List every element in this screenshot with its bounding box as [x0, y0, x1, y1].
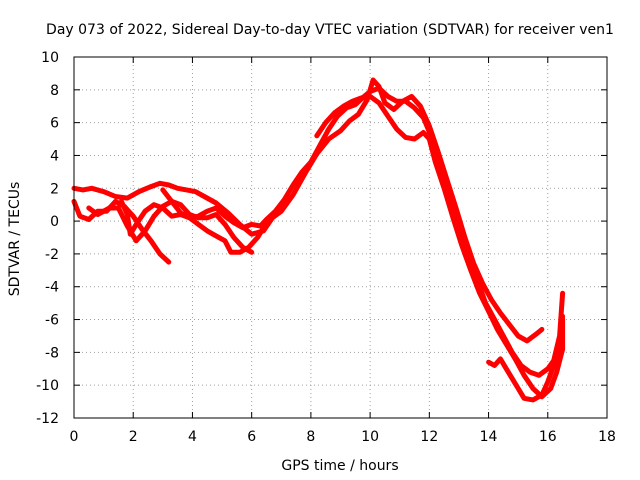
y-tick-labels: -12 -10 -8 -6 -4 -2 0 2 4 6 8 10	[36, 50, 59, 427]
y-tick-label: -8	[45, 345, 59, 361]
x-tick-labels: 0 2 4 6 8 10 12 14 16 18	[70, 429, 616, 445]
series-trace-f	[314, 93, 566, 400]
plot-frame	[73, 56, 608, 419]
x-tick-label: 16	[539, 429, 557, 445]
chart-title: Day 073 of 2022, Sidereal Day-to-day VTE…	[46, 22, 614, 38]
x-tick-label: 12	[420, 429, 438, 445]
series-trace-d	[118, 198, 275, 255]
y-tick-label: 10	[41, 50, 59, 66]
x-tick-label: 2	[129, 429, 138, 445]
series-trace-g	[486, 313, 566, 403]
y-tick-label: -12	[36, 411, 59, 427]
y-tick-label: 2	[50, 181, 59, 197]
x-tick-label: 14	[480, 429, 498, 445]
x-tick-label: 0	[70, 429, 79, 445]
x-axis-label: GPS time / hours	[281, 458, 398, 474]
x-tick-label: 4	[188, 429, 197, 445]
y-tick-label: 0	[50, 214, 59, 230]
x-tick-label: 10	[361, 429, 379, 445]
x-tick-label: 18	[598, 429, 616, 445]
x-tick-label: 6	[247, 429, 256, 445]
y-tick-label: 4	[50, 148, 59, 164]
y-tick-label: -2	[45, 247, 59, 263]
series-layer	[71, 77, 566, 403]
y-tick-label: 8	[50, 83, 59, 99]
y-axis-label: SDTVAR / TECUs	[7, 182, 23, 297]
x-tick-label: 8	[306, 429, 315, 445]
y-tick-label: -6	[45, 313, 59, 329]
y-tick-label: -4	[45, 280, 59, 296]
y-tick-label: 6	[50, 116, 59, 132]
y-tick-label: -10	[36, 378, 59, 394]
